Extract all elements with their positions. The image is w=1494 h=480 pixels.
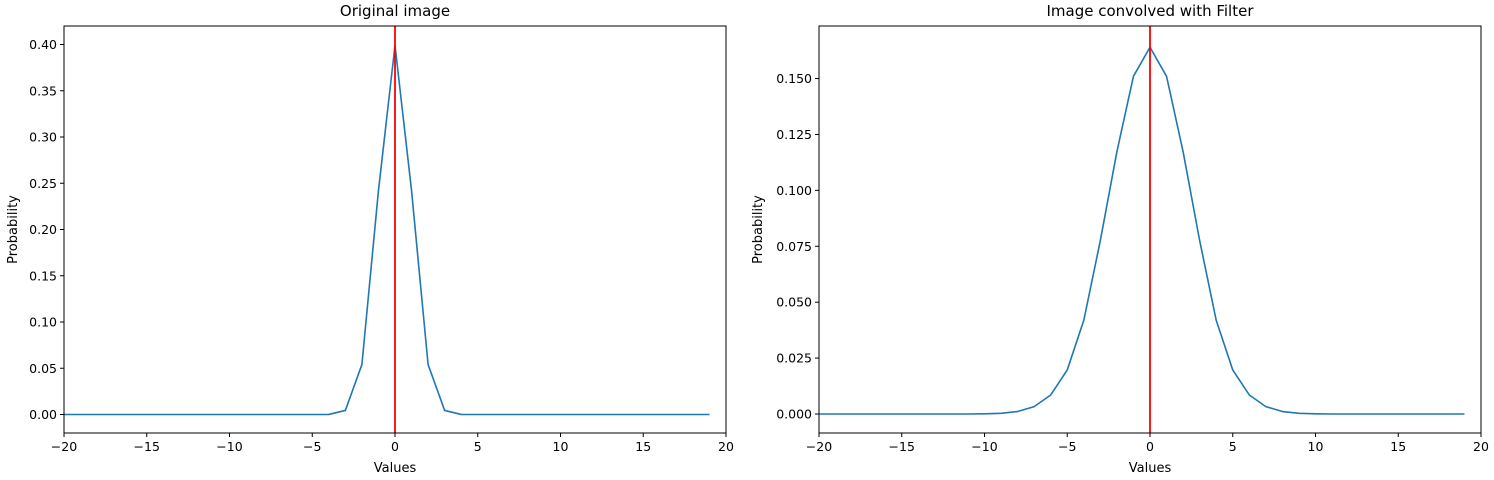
right-plot-area bbox=[819, 26, 1465, 433]
right-x-tick-label: 15 bbox=[1390, 439, 1406, 454]
left-y-tick-label: 0.15 bbox=[29, 268, 57, 283]
right-axes-frame bbox=[818, 25, 1482, 434]
right-y-tick-label: 0.000 bbox=[776, 406, 812, 421]
right-x-tick-label: −5 bbox=[1058, 439, 1076, 454]
left-x-tick-label: 10 bbox=[553, 439, 569, 454]
left-y-tick-label: 0.10 bbox=[29, 315, 57, 330]
right-x-tick-label: 5 bbox=[1229, 439, 1237, 454]
right-x-tick-label: 10 bbox=[1308, 439, 1324, 454]
left-subplot: Original image 0.000.050.100.150.200.250… bbox=[6, 2, 734, 476]
right-x-ticks: −20 −15 −10 −5 0 5 10 15 20 bbox=[806, 433, 1489, 454]
left-plot-area bbox=[64, 26, 710, 433]
right-y-tick-label: 0.100 bbox=[776, 183, 812, 198]
left-x-tick-label: −20 bbox=[51, 439, 77, 454]
right-y-tick-label: 0.125 bbox=[776, 127, 812, 142]
left-x-tick-label: 0 bbox=[391, 439, 399, 454]
left-y-tick-label: 0.05 bbox=[29, 361, 57, 376]
right-x-tick-label: 20 bbox=[1473, 439, 1489, 454]
left-x-tick-label: 15 bbox=[635, 439, 651, 454]
right-y-tick-label: 0.150 bbox=[776, 71, 812, 86]
right-x-tick-label: −20 bbox=[806, 439, 832, 454]
right-y-ticks: 0.000 0.025 0.050 0.075 0.100 0.125 0.150 bbox=[776, 71, 819, 421]
right-y-tick-label: 0.025 bbox=[776, 351, 812, 366]
left-y-tick-label: 0.00 bbox=[29, 407, 57, 422]
left-x-ticks: −20 −15 −10 −5 0 5 10 15 20 bbox=[51, 433, 734, 454]
right-y-tick-label: 0.075 bbox=[776, 239, 812, 254]
left-x-tick-label: −15 bbox=[134, 439, 160, 454]
left-y-ticks: 0.00 0.05 0.10 0.15 0.20 0.25 0.30 0.35 0.40 bbox=[29, 37, 64, 422]
right-subplot: Image convolved with Filter 0.0000.0250.… bbox=[751, 2, 1489, 476]
left-x-tick-label: 5 bbox=[474, 439, 482, 454]
left-y-tick-label: 0.30 bbox=[29, 130, 57, 145]
left-y-tick-label: 0.35 bbox=[29, 83, 57, 98]
left-y-tick-label: 0.25 bbox=[29, 176, 57, 191]
left-chart-title: Original image bbox=[340, 2, 450, 20]
right-y-axis-label: Probability bbox=[751, 195, 766, 264]
right-x-tick-label: −10 bbox=[971, 439, 997, 454]
left-x-tick-label: −5 bbox=[303, 439, 321, 454]
right-chart-title: Image convolved with Filter bbox=[1046, 2, 1254, 20]
right-series-line bbox=[819, 46, 1465, 415]
left-y-axis-label: Probability bbox=[6, 195, 21, 264]
left-axes-frame bbox=[63, 25, 727, 434]
left-y-tick-label: 0.40 bbox=[29, 37, 57, 52]
left-x-axis-label: Values bbox=[374, 461, 417, 476]
left-series-line bbox=[64, 44, 710, 416]
right-x-tick-label: −15 bbox=[889, 439, 915, 454]
left-y-tick-label: 0.20 bbox=[29, 222, 57, 237]
left-x-tick-label: 20 bbox=[718, 439, 734, 454]
right-x-tick-label: 0 bbox=[1146, 439, 1154, 454]
left-x-tick-label: −10 bbox=[216, 439, 242, 454]
right-x-axis-label: Values bbox=[1129, 461, 1172, 476]
right-y-tick-label: 0.050 bbox=[776, 295, 812, 310]
